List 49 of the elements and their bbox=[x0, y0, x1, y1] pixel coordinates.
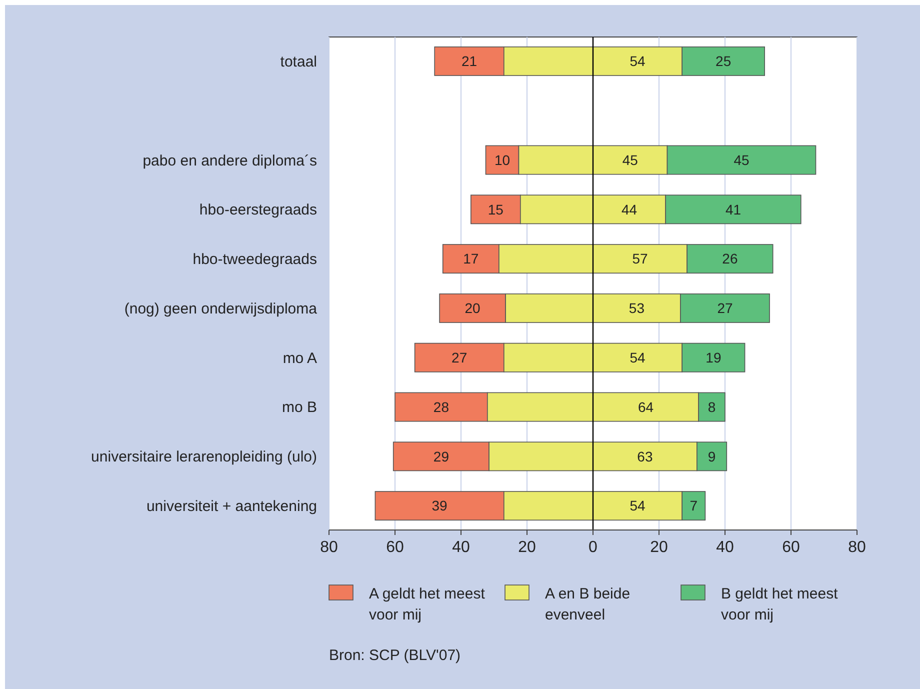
legend-label: A geldt het meest voor mij bbox=[369, 585, 486, 624]
data-label: 8 bbox=[708, 398, 716, 415]
data-label: 27 bbox=[452, 350, 468, 366]
data-label: 29 bbox=[433, 448, 450, 464]
y-tick-label: universitaire lerarenopleiding (ulo) bbox=[91, 448, 318, 466]
data-label: 63 bbox=[637, 448, 653, 464]
data-label: 41 bbox=[725, 201, 742, 218]
data-label: 15 bbox=[488, 201, 504, 218]
data-label: 53 bbox=[628, 300, 645, 316]
data-label: 20 bbox=[464, 300, 481, 316]
legend-label: A en B beide evenveel bbox=[545, 585, 630, 624]
data-label: 54 bbox=[630, 53, 646, 70]
data-label: 9 bbox=[708, 448, 716, 464]
y-tick-label: hbo-eerstegraads bbox=[199, 202, 317, 219]
data-label: 17 bbox=[463, 250, 479, 267]
x-tick-label: 20 bbox=[650, 539, 668, 556]
data-label: 57 bbox=[632, 250, 648, 267]
x-tick-label: 20 bbox=[518, 539, 536, 556]
data-label: 45 bbox=[622, 152, 638, 168]
data-label: 21 bbox=[461, 53, 478, 70]
data-label: 64 bbox=[638, 398, 654, 415]
legend-label: B geldt het meest voor mij bbox=[721, 585, 839, 624]
data-label: 19 bbox=[706, 350, 722, 366]
y-tick-label: pabo en andere diploma´s bbox=[142, 152, 317, 170]
x-tick-label: 40 bbox=[716, 539, 734, 556]
x-tick-label: 60 bbox=[386, 539, 404, 556]
x-tick-label: 80 bbox=[320, 539, 338, 556]
x-tick-label: 80 bbox=[848, 539, 866, 556]
y-tick-label: totaal bbox=[280, 53, 317, 70]
y-tick-label: universiteit + aantekening bbox=[146, 498, 317, 516]
y-tick-label: mo B bbox=[282, 399, 317, 416]
data-label: 54 bbox=[630, 350, 646, 366]
x-tick-label: 0 bbox=[588, 539, 598, 556]
data-label: 45 bbox=[734, 152, 750, 168]
data-label: 27 bbox=[717, 300, 733, 316]
data-label: 7 bbox=[690, 498, 698, 514]
data-label: 26 bbox=[722, 250, 738, 267]
y-tick-label: (nog) geen onderwijsdiploma bbox=[124, 300, 318, 318]
data-label: 25 bbox=[716, 53, 732, 70]
data-label: 10 bbox=[494, 152, 510, 168]
text: Bron: SCP (BLV'07) bbox=[329, 647, 461, 664]
y-tick-label: mo A bbox=[282, 350, 317, 367]
data-label: 28 bbox=[433, 398, 450, 415]
data-label: 44 bbox=[622, 201, 638, 218]
y-tick-label: hbo-tweedegraads bbox=[192, 251, 317, 268]
data-label: 39 bbox=[432, 498, 448, 514]
x-tick-label: 60 bbox=[782, 539, 800, 556]
x-tick-label: 40 bbox=[452, 539, 470, 556]
data-label: 54 bbox=[630, 498, 646, 514]
